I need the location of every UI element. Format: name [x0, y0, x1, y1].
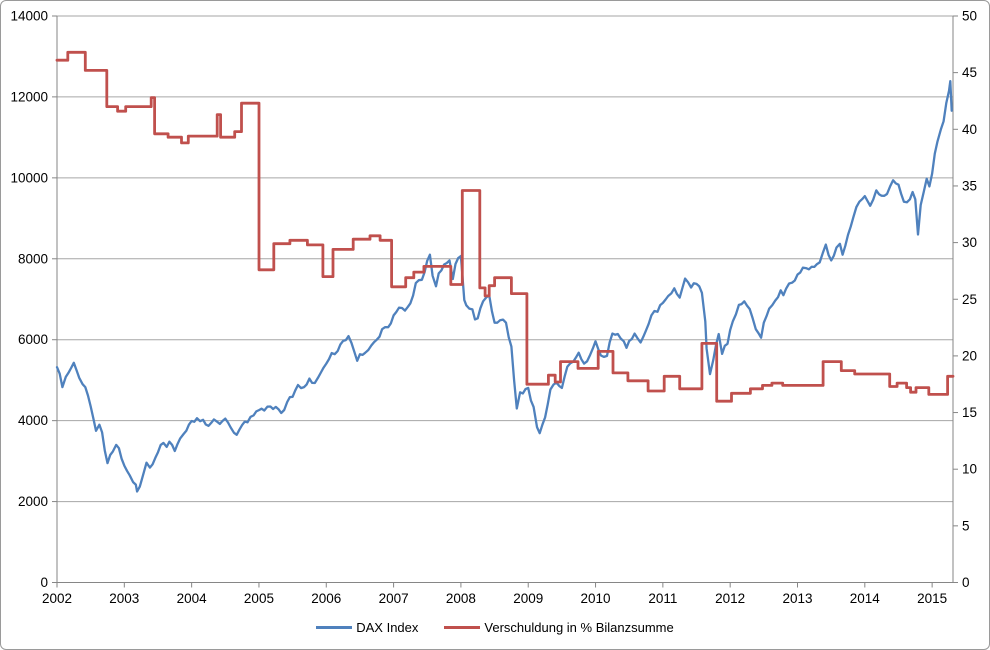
x-axis-year-label: 2010: [581, 591, 611, 606]
x-axis-year-label: 2014: [850, 591, 881, 606]
dax-line: [55, 79, 953, 493]
y-axis-right-label: 20: [962, 348, 977, 363]
x-axis-year-label: 2015: [917, 591, 947, 606]
y-axis-right-label: 5: [962, 518, 970, 533]
y-axis-right-label: 25: [962, 292, 977, 307]
verschuldung-line: [55, 50, 955, 403]
y-axis-left-label: 12000: [10, 89, 48, 104]
y-axis-right-label: 10: [962, 462, 977, 477]
x-axis-year-label: 2012: [715, 591, 745, 606]
legend-line-sample-dax: [316, 626, 353, 629]
y-axis-right-label: 35: [962, 178, 977, 193]
x-axis-year-label: 2008: [446, 591, 476, 606]
y-axis-right-label: 0: [962, 575, 970, 590]
x-axis-year-label: 2006: [311, 591, 341, 606]
x-axis-year-label: 2004: [177, 591, 208, 606]
y-axis-right-label: 30: [962, 235, 977, 250]
y-axis-left-label: 2000: [18, 494, 48, 509]
legend-label-dax: DAX Index: [356, 620, 419, 635]
chart-legend: DAX Index Verschuldung in % Bilanzsumme: [1, 620, 989, 635]
x-axis-year-label: 2009: [513, 591, 543, 606]
x-axis-year-label: 2011: [648, 591, 677, 606]
y-axis-left-label: 4000: [18, 413, 48, 428]
y-axis-left-label: 0: [40, 575, 48, 590]
legend-line-sample-verschuldung: [444, 626, 481, 629]
x-axis-year-label: 2007: [379, 591, 409, 606]
y-axis-left-label: 8000: [18, 251, 48, 266]
x-axis-year-label: 2005: [244, 591, 274, 606]
y-axis-left-label: 6000: [18, 332, 48, 347]
x-axis-year-label: 2002: [42, 591, 72, 606]
y-axis-right-label: 40: [962, 122, 977, 137]
legend-item-verschuldung: Verschuldung in % Bilanzsumme: [444, 620, 674, 635]
y-axis-left-label: 14000: [10, 9, 48, 24]
x-axis-year-label: 2013: [782, 591, 812, 606]
legend-item-dax: DAX Index: [316, 620, 418, 635]
y-axis-right-label: 45: [962, 65, 977, 80]
legend-label-verschuldung: Verschuldung in % Bilanzsumme: [484, 620, 674, 635]
y-axis-right-label: 15: [962, 405, 977, 420]
y-axis-right-label: 50: [962, 9, 977, 24]
x-axis-year-label: 2003: [109, 591, 139, 606]
y-axis-left-label: 10000: [10, 170, 48, 185]
